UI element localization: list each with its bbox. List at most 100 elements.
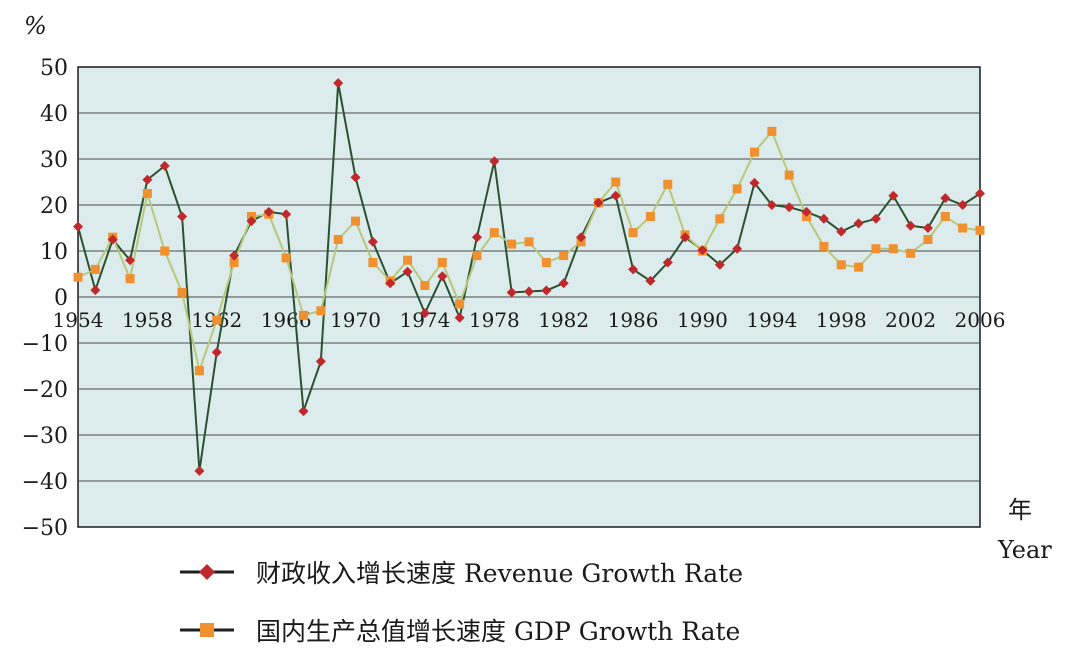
gdp-point [871, 244, 881, 254]
revenue-point [558, 278, 569, 289]
revenue-point [922, 223, 933, 233]
revenue-point [385, 278, 396, 289]
gdp-point [888, 244, 898, 254]
revenue-point [732, 243, 743, 254]
y-tick-label: 10 [40, 240, 68, 265]
gdp-point [854, 262, 864, 272]
revenue-point [107, 234, 118, 245]
x-tick-label: 1958 [122, 308, 173, 332]
y-tick-label: 40 [40, 102, 68, 127]
gdp-point [281, 253, 291, 263]
gdp-point [767, 126, 777, 136]
gdp-point [142, 189, 152, 198]
revenue-point [125, 255, 136, 266]
x-axis-label-en: Year [997, 536, 1052, 564]
revenue-point [73, 221, 83, 232]
revenue-point [818, 213, 829, 224]
x-axis-label-cn: 年 [1008, 496, 1032, 524]
gdp-point [229, 258, 239, 267]
gdp-point [125, 274, 135, 284]
gdp-point [628, 228, 638, 238]
gdp-point [403, 255, 413, 265]
legend-marker-revenue [199, 564, 215, 580]
x-tick-label: 2002 [885, 308, 936, 332]
gdp-point [906, 248, 916, 258]
revenue-point [350, 172, 361, 183]
revenue-point [194, 465, 205, 476]
gdp-point [819, 241, 829, 251]
revenue-point [610, 190, 621, 201]
legend: 财政收入增长速度 Revenue Growth Rate 国内生产总值增长速度 … [180, 559, 743, 646]
revenue-point [541, 285, 552, 296]
revenue-point [576, 232, 587, 243]
gdp-point [507, 239, 517, 249]
revenue-point [402, 266, 413, 277]
y-tick-label: −10 [22, 332, 68, 357]
gdp-point [160, 246, 170, 256]
y-tick-label: 0 [54, 286, 68, 311]
revenue-point [662, 257, 673, 268]
gdp-point [194, 366, 204, 376]
gdp-point [73, 272, 83, 282]
x-tick-label: 2006 [955, 308, 1006, 332]
gdp-point [524, 237, 534, 247]
revenue-point [454, 312, 465, 323]
gdp-point [368, 258, 378, 267]
gdp-point [611, 177, 621, 187]
revenue-point [419, 308, 430, 319]
gridlines [78, 112, 980, 482]
y-tick-label: 30 [40, 148, 68, 173]
revenue-point [801, 206, 812, 217]
y-axis-unit: % [24, 12, 47, 40]
revenue-point [749, 177, 760, 188]
gdp-point [784, 170, 794, 180]
legend-item-revenue: 财政收入增长速度 Revenue Growth Rate [180, 559, 743, 588]
revenue-point [229, 250, 240, 261]
y-tick-label: 50 [40, 56, 68, 81]
y-tick-label: −40 [22, 470, 68, 495]
revenue-point [940, 193, 951, 204]
x-tick-label: 1982 [538, 308, 589, 332]
y-tick-label: −20 [22, 378, 68, 403]
revenue-point [506, 287, 517, 298]
revenue-point [263, 206, 274, 217]
gdp-point [212, 315, 222, 325]
revenue-point [680, 232, 691, 243]
revenue-point [645, 275, 656, 286]
y-tick-label: −50 [22, 516, 68, 541]
x-tick-label: 1970 [330, 308, 381, 332]
x-tick-label: 1978 [469, 308, 520, 332]
gdp-point [299, 310, 308, 320]
x-tick-label: 1990 [677, 308, 728, 332]
gdp-point [663, 179, 673, 189]
legend-item-gdp: 国内生产总值增长速度 GDP Growth Rate [180, 617, 740, 646]
revenue-point [177, 211, 188, 222]
gdp-point [420, 281, 430, 290]
gdp-point [958, 223, 968, 233]
revenue-point [905, 220, 916, 231]
legend-label-revenue: 财政收入增长速度 Revenue Growth Rate [256, 559, 743, 588]
gdp-point [351, 216, 361, 226]
legend-marker-gdp [200, 623, 214, 637]
gdp-point [732, 184, 742, 194]
gdp-point [836, 260, 846, 270]
series-layer [73, 78, 985, 476]
revenue-point [766, 200, 777, 210]
legend-label-gdp: 国内生产总值增长速度 GDP Growth Rate [256, 617, 740, 646]
x-tick-label: 1954 [53, 308, 104, 332]
gdp-point [923, 235, 933, 244]
gdp-point [437, 258, 447, 267]
revenue-point [437, 271, 448, 282]
gdp-point [489, 228, 499, 238]
revenue-point [975, 188, 985, 199]
revenue-point [628, 264, 639, 275]
revenue-point [142, 174, 153, 185]
y-tick-label: −30 [22, 424, 68, 449]
y-tick-label: 20 [40, 194, 68, 219]
gdp-point [715, 214, 725, 224]
gdp-point [333, 235, 343, 244]
gdp-point [472, 251, 482, 261]
revenue-point [836, 226, 847, 237]
x-tick-label: 1986 [608, 308, 659, 332]
